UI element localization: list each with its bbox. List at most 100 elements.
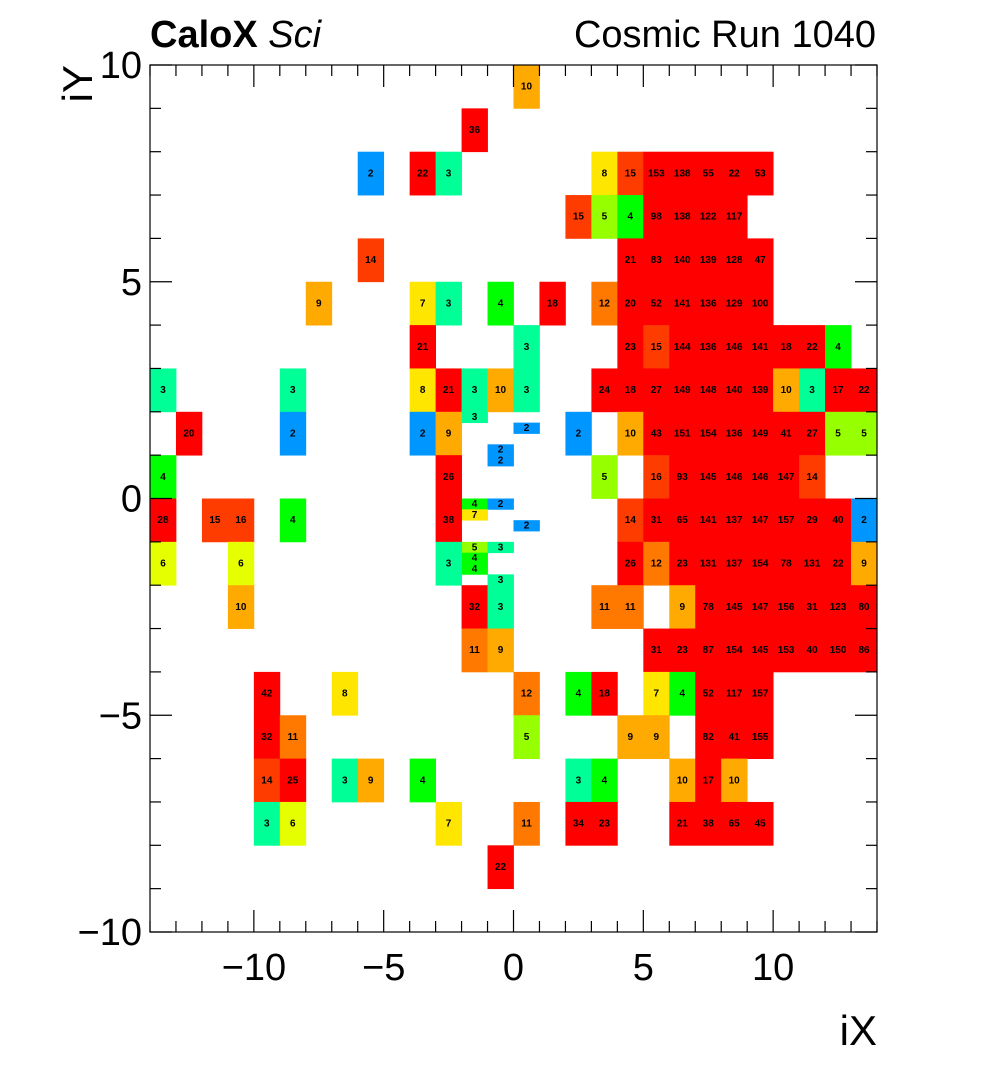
cell-value-label: 6 bbox=[290, 819, 296, 830]
heatmap-cell bbox=[253, 715, 281, 759]
heatmap-cell bbox=[721, 368, 748, 413]
heatmap-cell bbox=[773, 498, 800, 543]
y-tick-label: 10 bbox=[100, 45, 142, 87]
heatmap-cell bbox=[487, 444, 514, 456]
cell-value-label: 17 bbox=[832, 385, 844, 396]
heatmap-cell bbox=[461, 498, 488, 510]
heatmap-cell bbox=[773, 628, 800, 673]
heatmap-cell bbox=[591, 455, 618, 499]
heatmap-cell bbox=[513, 715, 540, 759]
heatmap-cell bbox=[617, 238, 644, 283]
heatmap-cell bbox=[669, 758, 696, 803]
cell-value-label: 145 bbox=[726, 602, 743, 613]
cell-value-label: 14 bbox=[625, 515, 637, 526]
cell-value-label: 78 bbox=[781, 559, 793, 570]
cell-value-label: 3 bbox=[446, 298, 452, 309]
heatmap-cell bbox=[825, 541, 852, 586]
cell-value-label: 3 bbox=[342, 775, 348, 786]
cell-value-label: 5 bbox=[524, 732, 530, 743]
cell-value-label: 3 bbox=[809, 385, 815, 396]
cell-value-label: 45 bbox=[755, 819, 767, 830]
heatmap-cell bbox=[773, 325, 800, 369]
heatmap-cell bbox=[747, 151, 774, 196]
cell-value-label: 29 bbox=[807, 515, 819, 526]
cell-value-label: 10 bbox=[495, 385, 507, 396]
cell-value-label: 147 bbox=[752, 515, 769, 526]
heatmap-cell bbox=[643, 151, 670, 196]
cell-value-label: 87 bbox=[703, 645, 715, 656]
cell-value-label: 137 bbox=[726, 559, 743, 570]
heatmap-cell bbox=[617, 411, 644, 456]
heatmap-cell bbox=[695, 411, 722, 456]
cell-value-label: 2 bbox=[498, 456, 504, 467]
cell-value-label: 146 bbox=[752, 472, 769, 483]
heatmap-cell bbox=[773, 585, 800, 629]
heatmap-cell bbox=[669, 281, 696, 326]
heatmap-cell bbox=[825, 325, 852, 369]
heatmap-cell bbox=[461, 628, 488, 673]
heatmap-cell bbox=[799, 628, 826, 673]
heatmap-cell bbox=[773, 411, 800, 456]
tick-labels-layer: −10 −5 0 5 10 −10 −5 0 5 10 bbox=[78, 45, 795, 989]
cell-value-label: 7 bbox=[654, 689, 660, 700]
heatmap-cell bbox=[279, 801, 307, 846]
heatmap-cell bbox=[669, 541, 696, 586]
heatmap-cell bbox=[669, 628, 696, 673]
heatmap-cell bbox=[643, 498, 670, 543]
cell-value-label: 3 bbox=[446, 168, 452, 179]
heatmap-cell bbox=[227, 498, 255, 543]
heatmap-cell bbox=[643, 715, 670, 759]
heatmap-cell bbox=[150, 455, 177, 499]
heatmap-cell bbox=[851, 498, 878, 543]
heatmap-cell bbox=[435, 368, 462, 413]
cell-value-label: 156 bbox=[778, 602, 795, 613]
heatmap-cell bbox=[617, 151, 644, 196]
heatmap-cell bbox=[825, 411, 852, 456]
cell-value-label: 153 bbox=[778, 645, 795, 656]
cell-value-label: 139 bbox=[752, 385, 769, 396]
cell-value-label: 27 bbox=[651, 385, 663, 396]
heatmap-cell bbox=[435, 498, 462, 543]
cell-value-label: 4 bbox=[472, 553, 478, 564]
heatmap-cell bbox=[409, 325, 436, 369]
cell-value-label: 21 bbox=[625, 255, 637, 266]
cell-value-label: 131 bbox=[700, 559, 717, 570]
heatmap-cell bbox=[643, 195, 670, 239]
cell-value-label: 7 bbox=[420, 298, 426, 309]
cell-value-label: 136 bbox=[726, 428, 743, 439]
heatmap-cell bbox=[253, 671, 281, 716]
heatmap-cell bbox=[150, 541, 177, 586]
cell-value-label: 147 bbox=[778, 472, 795, 483]
heatmap-cell bbox=[150, 368, 177, 413]
heatmap-cell bbox=[331, 758, 359, 803]
cell-value-label: 83 bbox=[651, 255, 663, 266]
heatmap-cell bbox=[695, 151, 722, 196]
cell-value-label: 22 bbox=[729, 168, 741, 179]
cell-value-label: 2 bbox=[576, 428, 582, 439]
cell-value-label: 154 bbox=[752, 559, 769, 570]
cell-value-label: 52 bbox=[703, 689, 715, 700]
heatmap-cell bbox=[409, 151, 436, 196]
heatmap-cell bbox=[617, 281, 644, 326]
heatmap-cell bbox=[617, 715, 644, 759]
cell-value-label: 31 bbox=[651, 645, 663, 656]
cell-value-label: 122 bbox=[700, 212, 717, 223]
heatmap-cell bbox=[643, 541, 670, 586]
cell-value-label: 146 bbox=[726, 472, 743, 483]
cell-value-label: 4 bbox=[160, 472, 166, 483]
cell-value-label: 38 bbox=[443, 515, 455, 526]
cell-value-label: 5 bbox=[861, 428, 867, 439]
heatmap-cell bbox=[799, 541, 826, 586]
heatmap-cell bbox=[409, 281, 436, 326]
heatmap-cell bbox=[357, 238, 385, 283]
cell-value-label: 117 bbox=[726, 689, 743, 700]
heatmap-cell bbox=[747, 368, 774, 413]
cell-value-label: 3 bbox=[472, 412, 478, 423]
heatmap-cell bbox=[201, 498, 229, 543]
heatmap-cell bbox=[279, 498, 307, 543]
heatmap-cell bbox=[591, 801, 618, 846]
heatmap-cell bbox=[461, 108, 488, 153]
cell-value-label: 47 bbox=[755, 255, 767, 266]
cell-value-label: 82 bbox=[703, 732, 715, 743]
